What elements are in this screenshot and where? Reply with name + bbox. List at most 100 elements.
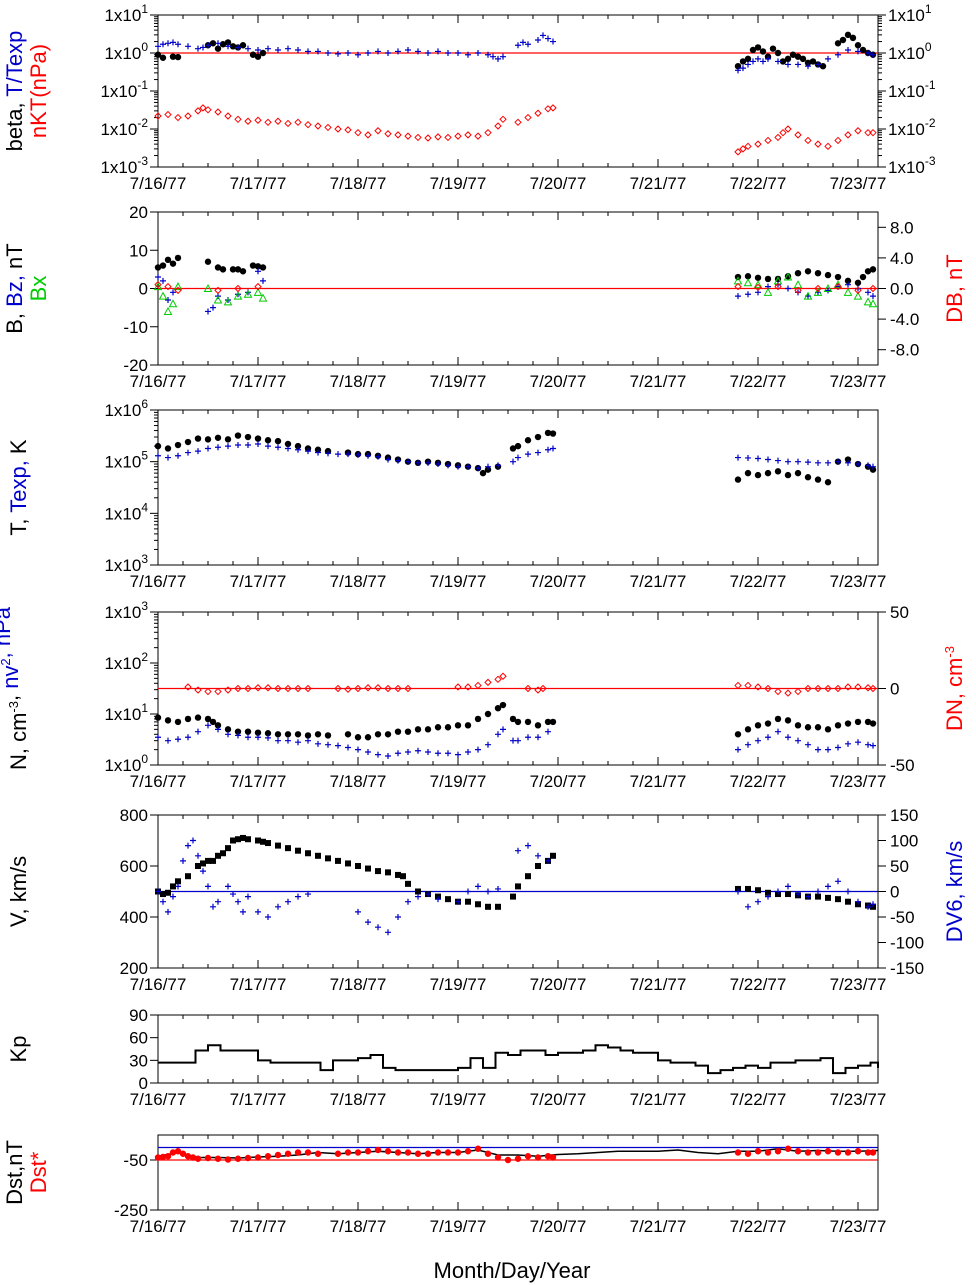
data-point xyxy=(434,724,442,731)
y-axis-title: Dst,nT xyxy=(2,1140,27,1205)
data-point xyxy=(204,436,212,443)
data-point xyxy=(490,53,496,60)
data-point xyxy=(739,58,747,65)
data-point xyxy=(315,740,321,747)
y2-tick-label: -150 xyxy=(890,959,924,978)
data-point xyxy=(824,726,832,733)
data-point xyxy=(534,722,542,729)
x-tick-label: 7/19/77 xyxy=(430,572,487,591)
data-point xyxy=(745,741,751,748)
data-point xyxy=(855,285,861,292)
data-point xyxy=(535,734,541,741)
data-point xyxy=(455,463,461,470)
data-point xyxy=(194,714,202,721)
data-point xyxy=(254,263,262,270)
data-point xyxy=(245,45,251,52)
data-point xyxy=(785,734,791,741)
data-point xyxy=(254,684,262,692)
data-point xyxy=(185,873,191,880)
data-point xyxy=(244,728,252,735)
data-point xyxy=(734,476,742,483)
data-point xyxy=(214,722,222,729)
data-point xyxy=(184,438,192,446)
data-point xyxy=(154,112,162,120)
y2-axis-title: DV6, km/s xyxy=(942,841,967,942)
data-point xyxy=(155,888,161,895)
data-point xyxy=(445,462,451,469)
data-point xyxy=(454,683,462,691)
data-point xyxy=(375,751,381,758)
data-point xyxy=(190,837,196,844)
data-point xyxy=(455,898,461,905)
data-point xyxy=(374,684,382,692)
data-point xyxy=(385,929,391,936)
data-point xyxy=(784,273,792,280)
data-point xyxy=(384,130,392,138)
data-point xyxy=(525,451,531,458)
data-point xyxy=(814,684,822,693)
data-point xyxy=(249,51,257,58)
data-point xyxy=(304,120,312,129)
x-tick-label: 7/21/77 xyxy=(630,772,687,791)
data-point xyxy=(184,112,192,120)
data-point xyxy=(424,726,432,733)
x-tick-label: 7/20/77 xyxy=(530,772,587,791)
data-point xyxy=(174,718,182,726)
series-dn xyxy=(184,672,877,697)
data-point xyxy=(863,297,873,306)
data-point xyxy=(180,857,186,864)
data-point xyxy=(355,908,361,915)
data-point xyxy=(864,684,872,692)
y2-tick-label: 1x101 xyxy=(888,2,932,25)
data-point xyxy=(734,731,742,738)
data-point xyxy=(834,282,842,291)
data-point xyxy=(845,888,851,895)
x-tick-label: 7/21/77 xyxy=(630,1217,687,1236)
data-point xyxy=(285,445,291,452)
data-point xyxy=(255,837,261,844)
data-point xyxy=(745,291,751,298)
data-point xyxy=(544,718,552,726)
data-point xyxy=(485,741,491,748)
data-point xyxy=(535,449,541,456)
data-point xyxy=(205,883,211,890)
data-point xyxy=(763,287,773,296)
y-tick-label: 0 xyxy=(139,1074,148,1093)
data-point xyxy=(354,684,362,693)
data-point xyxy=(745,454,751,461)
data-point xyxy=(785,61,791,68)
x-tick-label: 7/22/77 xyxy=(730,1090,787,1109)
data-point xyxy=(844,277,852,285)
data-point xyxy=(244,117,252,125)
y2-tick-label: 0.0 xyxy=(890,280,914,299)
data-point xyxy=(795,737,801,744)
data-point xyxy=(344,1149,352,1156)
y-tick-label: 1x10-1 xyxy=(100,78,148,101)
data-point xyxy=(164,256,172,264)
data-point xyxy=(224,726,232,733)
data-point xyxy=(385,456,391,463)
data-point xyxy=(214,45,222,52)
data-point xyxy=(765,889,771,896)
data-point xyxy=(734,282,742,291)
x-tick-label: 7/17/77 xyxy=(230,1090,287,1109)
data-point xyxy=(545,35,551,42)
data-point xyxy=(334,1150,342,1157)
data-point xyxy=(175,452,181,459)
data-point xyxy=(185,734,191,741)
data-point xyxy=(755,898,761,905)
data-point xyxy=(314,731,322,738)
data-point xyxy=(455,751,461,758)
data-point xyxy=(794,286,802,295)
data-point xyxy=(173,282,183,291)
data-point xyxy=(225,731,231,738)
series-n xyxy=(154,701,877,741)
data-point xyxy=(774,1148,782,1155)
data-point xyxy=(294,1149,302,1156)
data-point xyxy=(865,462,871,469)
data-point xyxy=(244,433,252,441)
data-point xyxy=(274,437,282,445)
data-point xyxy=(750,58,756,65)
data-point xyxy=(495,903,501,910)
